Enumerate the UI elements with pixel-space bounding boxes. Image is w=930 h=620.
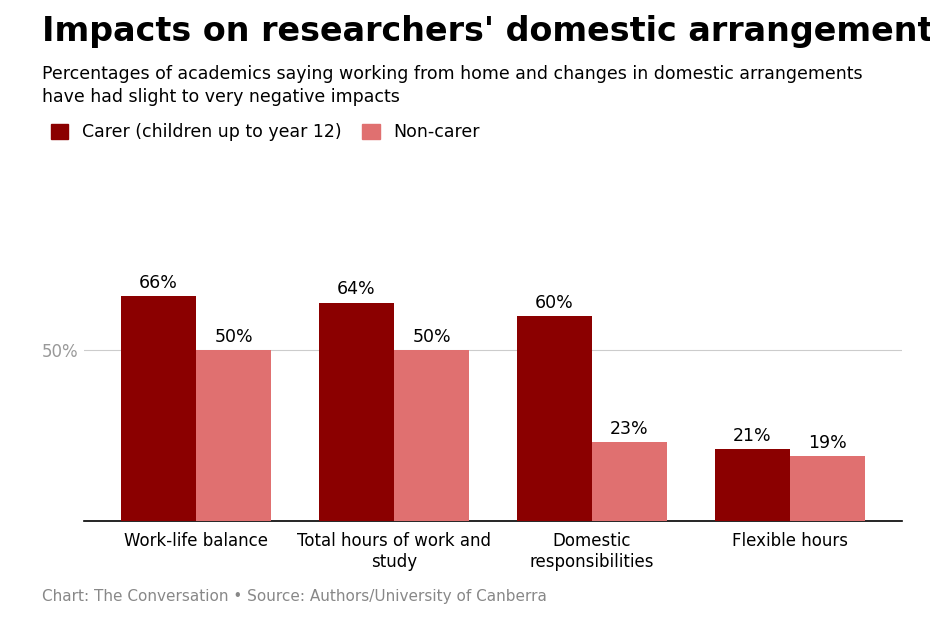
Text: 66%: 66%: [140, 273, 178, 291]
Text: 64%: 64%: [337, 280, 376, 298]
Text: 50%: 50%: [412, 328, 451, 346]
Text: 60%: 60%: [535, 294, 574, 312]
Text: have had slight to very negative impacts: have had slight to very negative impacts: [42, 88, 400, 106]
Bar: [517, 316, 591, 521]
Bar: [394, 350, 469, 521]
Text: 23%: 23%: [610, 420, 649, 438]
Text: 21%: 21%: [733, 427, 771, 445]
Bar: [790, 456, 865, 521]
Text: 50%: 50%: [215, 328, 253, 346]
Text: Chart: The Conversation • Source: Authors/University of Canberra: Chart: The Conversation • Source: Author…: [42, 590, 547, 604]
Text: Impacts on researchers' domestic arrangements: Impacts on researchers' domestic arrange…: [42, 16, 930, 48]
Bar: [714, 449, 790, 521]
Bar: [319, 303, 394, 521]
Bar: [591, 443, 667, 521]
Text: Percentages of academics saying working from home and changes in domestic arrang: Percentages of academics saying working …: [42, 65, 862, 83]
Text: 19%: 19%: [808, 434, 846, 452]
Bar: [121, 296, 196, 521]
Legend: Carer (children up to year 12), Non-carer: Carer (children up to year 12), Non-care…: [50, 123, 480, 141]
Bar: [196, 350, 272, 521]
